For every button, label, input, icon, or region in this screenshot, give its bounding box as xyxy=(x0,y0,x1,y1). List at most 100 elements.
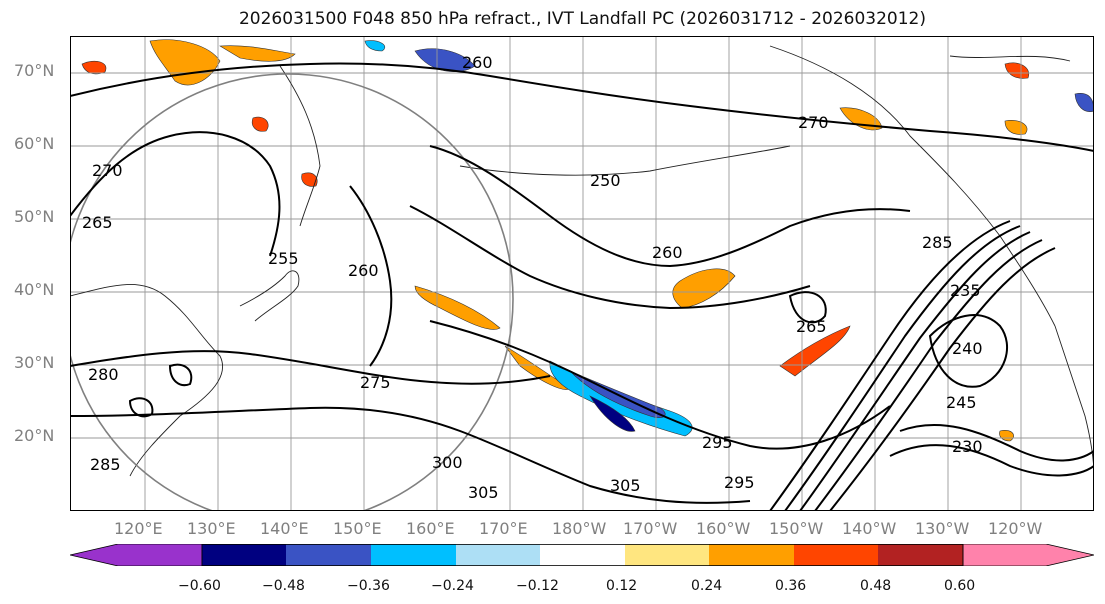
shade-patch-red xyxy=(251,116,269,132)
colorbar-segment xyxy=(286,544,371,566)
contour-label: 270 xyxy=(92,161,123,180)
contour-label: 275 xyxy=(360,373,391,392)
contour-labels: 260 270 270 265 250 260 255 260 265 275 … xyxy=(82,53,983,502)
contour-line xyxy=(168,363,193,386)
contour-line xyxy=(429,320,891,450)
colorbar-segment xyxy=(878,544,963,566)
colorbar-segment xyxy=(540,544,625,566)
lon-label-150e: 150°E xyxy=(333,519,382,538)
coastline-japan xyxy=(239,270,300,322)
contour-line xyxy=(784,225,1021,511)
colorbar-segment xyxy=(202,544,286,566)
contour-label: 260 xyxy=(652,243,683,262)
lon-label-170e: 170°E xyxy=(479,519,528,538)
lon-label-180w: 180°W xyxy=(552,519,607,538)
colorbar xyxy=(70,544,1094,566)
lon-label-170w: 170°W xyxy=(623,519,678,538)
lon-label-120w: 120°W xyxy=(988,519,1043,538)
colorbar-segment xyxy=(625,544,709,566)
contours xyxy=(70,62,1094,511)
contour-line xyxy=(409,205,811,310)
colorbar-tick: −0.36 xyxy=(347,578,390,594)
colorbar-extend-high xyxy=(962,544,1094,566)
contour-label: 300 xyxy=(432,453,463,472)
lon-label-140w: 140°W xyxy=(842,519,897,538)
lat-label-20n: 20°N xyxy=(14,426,55,445)
contour-label: 255 xyxy=(268,249,299,268)
coastlines xyxy=(70,45,1094,477)
lon-label-160w: 160°W xyxy=(696,519,751,538)
lon-label-130w: 130°W xyxy=(915,519,970,538)
contour-label: 265 xyxy=(82,213,113,232)
shade-patch-orange xyxy=(999,430,1014,442)
shade-patch-orange xyxy=(1004,120,1028,135)
shade-patch-orange xyxy=(414,285,501,330)
map-panel: 260 270 270 265 250 260 255 260 265 275 … xyxy=(70,36,1094,511)
shade-patch-atmospheric-river xyxy=(589,395,636,432)
shade-patch-orange xyxy=(839,107,883,131)
coastline-northamerica xyxy=(1054,325,1094,477)
colorbar-tick: 0.36 xyxy=(775,578,807,594)
colorbar-tick: −0.24 xyxy=(431,578,474,594)
contour-line xyxy=(128,397,154,418)
contour-line xyxy=(814,239,1043,511)
contour-label: 235 xyxy=(950,281,981,300)
contour-label: 260 xyxy=(462,53,493,72)
contour-label: 250 xyxy=(590,171,621,190)
colorbar-segment xyxy=(456,544,540,566)
colorbar-tick: 0.24 xyxy=(691,578,723,594)
contour-line xyxy=(769,220,1011,511)
lon-label-120e: 120°E xyxy=(114,519,163,538)
contour-label: 305 xyxy=(468,483,499,502)
colorbar-tick: −0.12 xyxy=(516,578,559,594)
coastline-kamchatka xyxy=(279,65,321,227)
region-circle xyxy=(70,73,514,511)
graticule xyxy=(70,36,1094,511)
contour-label: 265 xyxy=(796,317,827,336)
page-title: 2026031500 F048 850 hPa refract., IVT La… xyxy=(238,9,926,29)
contour-label: 305 xyxy=(610,476,641,495)
map-frame xyxy=(70,36,1094,511)
shade-patch-red xyxy=(1004,62,1030,79)
shade-patch-orange xyxy=(672,268,736,309)
contour-label: 285 xyxy=(922,233,953,252)
contour-line xyxy=(429,145,911,268)
lon-label-130e: 130°E xyxy=(187,519,236,538)
colorbar-segment xyxy=(371,544,456,566)
contour-label: 245 xyxy=(946,393,977,412)
coastline-asia xyxy=(70,284,224,477)
colorbar-tick: 0.60 xyxy=(944,578,976,594)
lat-label-70n: 70°N xyxy=(14,61,55,80)
contour-line xyxy=(70,350,551,385)
coastline-arctic xyxy=(949,55,1071,62)
contour-line xyxy=(889,444,1094,477)
colorbar-segment xyxy=(794,544,878,566)
shade-patch-red xyxy=(301,172,318,187)
lat-label-60n: 60°N xyxy=(14,134,55,153)
shade-patch-orange xyxy=(219,45,296,62)
contour-line xyxy=(70,406,751,504)
colorbar-segment xyxy=(709,544,794,566)
contour-line xyxy=(799,231,1031,511)
shade-patch-lightblue xyxy=(364,40,386,52)
contour-label: 285 xyxy=(90,455,121,474)
contour-label: 240 xyxy=(952,339,983,358)
contour-label: 230 xyxy=(952,437,983,456)
shade-patch-orange xyxy=(149,39,221,86)
lon-label-160e: 160°E xyxy=(406,519,455,538)
lat-label-30n: 30°N xyxy=(14,353,55,372)
lon-label-150w: 150°W xyxy=(769,519,824,538)
colorbar-tick: 0.12 xyxy=(606,578,638,594)
contour-line xyxy=(829,247,1056,511)
map-canvas: 260 270 270 265 250 260 255 260 265 275 … xyxy=(70,36,1094,511)
coastline-aleutians xyxy=(459,145,791,176)
contour-label: 260 xyxy=(348,261,379,280)
colorbar-tick: 0.48 xyxy=(860,578,892,594)
lon-label-140e: 140°E xyxy=(260,519,309,538)
shade-patch-blue xyxy=(1074,93,1094,112)
colorbar-frame xyxy=(201,544,964,566)
contour-line xyxy=(70,62,1094,152)
lat-label-40n: 40°N xyxy=(14,280,55,299)
contour-line xyxy=(788,291,827,324)
shade-patch-red xyxy=(779,325,851,377)
